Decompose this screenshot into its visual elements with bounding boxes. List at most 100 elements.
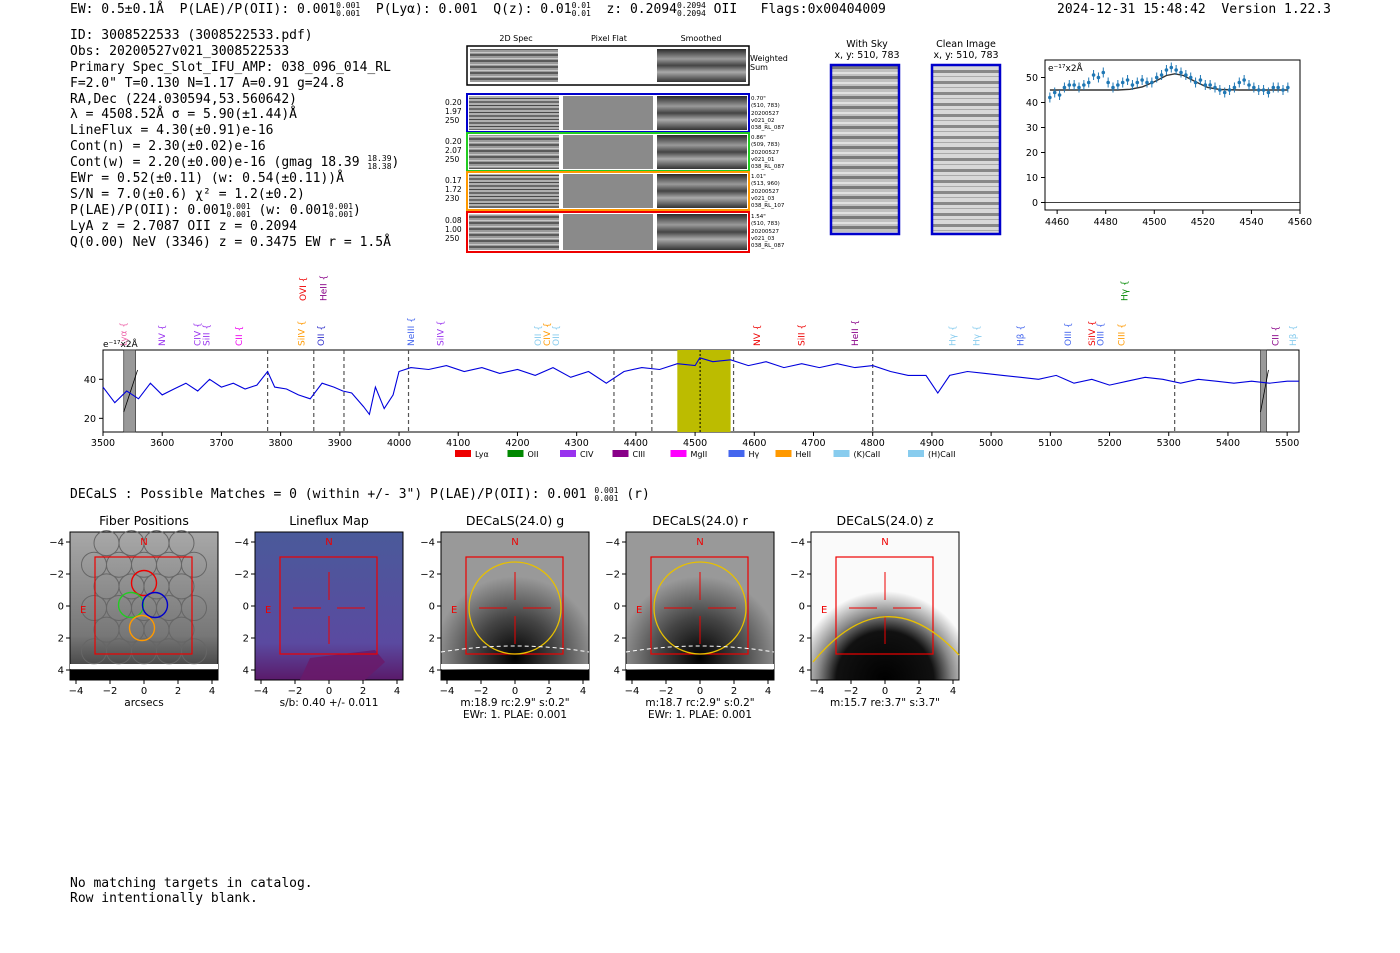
- fit-data-point: [1096, 75, 1101, 80]
- header-z: z: 0.2094: [606, 2, 677, 17]
- fit-data-point: [1232, 85, 1237, 90]
- panel-x-tick-label: 4: [394, 686, 400, 697]
- panel-x-tick-label: 4: [950, 686, 956, 697]
- svg-text:(510, 783): (510, 783): [751, 103, 780, 109]
- spectral-line-marker: SiIV {: [1088, 320, 1098, 346]
- spectral-line-marker: OIII {: [1064, 322, 1074, 346]
- clean-image: [930, 63, 1002, 236]
- spectrum-x-tick-label: 4300: [565, 438, 589, 449]
- svg-text:0.20: 0.20: [445, 98, 462, 107]
- spectrum-x-tick-label: 5100: [1038, 438, 1062, 449]
- spectral-line-marker: SiIV {: [436, 320, 446, 346]
- fit-data-point: [1135, 80, 1140, 85]
- fit-data-point: [1125, 78, 1130, 82]
- spectrum-x-tick-label: 4900: [920, 438, 944, 449]
- svg-text:v021_03: v021_03: [751, 236, 775, 242]
- panel-caption: m:18.9 rc:2.9" s:0.2": [460, 697, 569, 709]
- spectral-line-marker: OIII {: [1097, 322, 1107, 346]
- svg-text:v021_01: v021_01: [751, 157, 775, 163]
- clean-image-title: Clean Image: [936, 39, 996, 50]
- fit-data-point: [1256, 88, 1261, 92]
- panel-title: Lineflux Map: [289, 513, 369, 528]
- info-q: Q(0.00) NeV (3346) z = 0.3475 EW r = 1.5…: [70, 234, 391, 250]
- aperture-box: [94, 556, 193, 655]
- panel-x-tick-label: 2: [546, 686, 552, 697]
- cutout-row-3: 0.17 1.72 230 1.01" (513, 960) 20200527 …: [445, 171, 785, 211]
- fit-data-point: [1271, 85, 1276, 90]
- with-sky-title: With Sky: [846, 39, 888, 50]
- panel-bottom-band: [441, 670, 589, 680]
- masked-hatch: [123, 369, 138, 413]
- catalog-note-line-2: Row intentionally blank.: [70, 891, 258, 906]
- svg-text:20200527: 20200527: [751, 189, 779, 195]
- with-sky-coords: x, y: 510, 783: [834, 50, 899, 61]
- galaxy-ellipse: [812, 616, 960, 663]
- fiber-circle: [168, 616, 195, 643]
- cutout-row-4: 0.08 1.00 250 1.54" (510, 783) 20200527 …: [445, 211, 785, 253]
- header-qz: Q(z): 0.01: [493, 2, 572, 17]
- panel-y-tick-label: 4: [429, 666, 435, 677]
- svg-text:250: 250: [445, 234, 460, 243]
- svg-text:0.17: 0.17: [445, 176, 462, 185]
- fit-data-point: [1145, 80, 1149, 85]
- spectral-line-marker: NV {: [753, 325, 763, 346]
- fit-data-point: [1072, 83, 1076, 87]
- svg-text:230: 230: [445, 194, 460, 203]
- legend-swatch: [455, 450, 471, 457]
- spectrum-x-tick-label: 4600: [742, 438, 766, 449]
- panel-caption: arcsecs: [124, 697, 163, 709]
- panel-x-tick-label: 0: [882, 686, 888, 697]
- legend-swatch: [560, 450, 576, 457]
- svg-text:2.07: 2.07: [445, 146, 462, 155]
- panel-image: [440, 531, 590, 681]
- panel-5: DECaLS(24.0) z N E −4 4 −2 2 0 0 2 −2 4 −4 m:15.7 re:…: [790, 513, 960, 709]
- fit-x-tick-label: 4540: [1239, 217, 1263, 228]
- panel-x-tick-label: 4: [765, 686, 771, 697]
- header-ew: EW: 0.5±0.1Å: [70, 2, 164, 17]
- fit-x-tick-label: 4560: [1288, 217, 1312, 228]
- panel-x-tick-label: −4: [440, 686, 455, 697]
- east-label: E: [265, 605, 271, 616]
- spectral-line-marker: CII {: [235, 326, 245, 346]
- fit-data-point: [1154, 75, 1159, 80]
- spectrum-line: [102, 357, 1299, 416]
- legend-label: (K)CaII: [854, 450, 881, 459]
- panel-y-tick-label: 4: [58, 666, 64, 677]
- svg-text:(509, 783): (509, 783): [751, 142, 780, 148]
- spectrum-x-tick-label: 4100: [446, 438, 470, 449]
- spectral-line-marker: CIII {: [1117, 323, 1127, 346]
- spectrum-x-tick-label: 5500: [1275, 438, 1299, 449]
- panel-x-tick-label: −4: [625, 686, 640, 697]
- header-z-line: OII: [713, 2, 738, 17]
- header-plae-frac: 0.001 0.001: [336, 1, 361, 18]
- spectral-line-marker: HeII {: [851, 320, 861, 346]
- svg-text:038_RL_107: 038_RL_107: [751, 203, 785, 209]
- east-label: E: [636, 605, 642, 616]
- info-obs: Obs: 20200527v021_3008522533: [70, 43, 290, 59]
- fit-data-point: [1222, 90, 1227, 95]
- spectrum-x-tick-label: 4800: [861, 438, 885, 449]
- svg-text:(513, 960): (513, 960): [751, 181, 780, 187]
- panel-x-tick-label: −4: [69, 686, 84, 697]
- fit-data-point: [1062, 85, 1067, 90]
- fiber-circle: [181, 638, 207, 665]
- spectral-line-marker: OVI {: [299, 277, 309, 301]
- spectrum-y-tick-label: 40: [84, 375, 96, 386]
- panel-y-tick-label: 2: [614, 634, 620, 645]
- panel-title: DECaLS(24.0) g: [466, 513, 564, 528]
- fit-data-point: [1276, 85, 1280, 90]
- lineflux-feature: [300, 650, 385, 680]
- fit-x-tick-label: 4520: [1191, 217, 1215, 228]
- legend-swatch: [612, 450, 629, 457]
- svg-text:(510, 783): (510, 783): [751, 221, 780, 227]
- fit-data-point: [1179, 70, 1183, 75]
- panel-title: DECaLS(24.0) z: [837, 513, 934, 528]
- spectrum-x-tick-label: 4400: [624, 438, 648, 449]
- info-lya: LyA z = 2.7087 OII z = 0.2094: [70, 218, 297, 234]
- svg-text:1.00: 1.00: [445, 225, 462, 234]
- panel-y-tick-label: −2: [49, 570, 64, 581]
- svg-text:20200527: 20200527: [751, 150, 779, 156]
- svg-text:1.01": 1.01": [751, 174, 766, 180]
- east-label: E: [80, 605, 86, 616]
- info-ewr: EWr = 0.52(±0.11) (w: 0.54(±0.11))Å: [70, 171, 344, 187]
